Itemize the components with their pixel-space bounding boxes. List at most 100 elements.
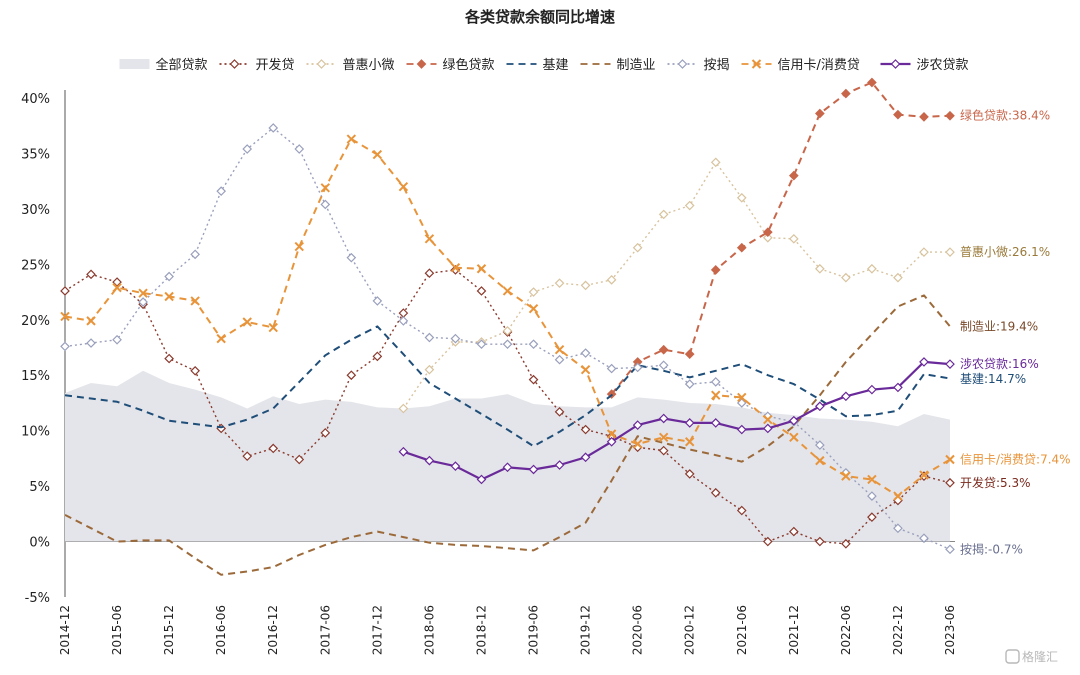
data-point bbox=[138, 297, 148, 307]
data-point bbox=[658, 413, 669, 424]
legend-marker bbox=[416, 59, 427, 69]
x-tick-label: 2017-12 bbox=[370, 605, 384, 655]
x-tick-label: 2015-06 bbox=[110, 605, 124, 655]
data-point bbox=[190, 249, 200, 260]
data-point bbox=[242, 451, 253, 462]
data-point bbox=[112, 334, 122, 345]
data-point bbox=[632, 420, 643, 430]
data-point bbox=[867, 474, 877, 485]
data-point bbox=[268, 443, 279, 454]
x-tick-label: 2020-12 bbox=[683, 605, 697, 655]
data-point bbox=[815, 455, 825, 466]
data-point bbox=[502, 286, 513, 296]
x-marker-stroke bbox=[737, 392, 747, 403]
series-开发贷 bbox=[60, 265, 955, 549]
x-marker-stroke bbox=[893, 491, 903, 501]
data-point bbox=[841, 538, 851, 549]
data-point bbox=[424, 234, 435, 244]
data-point bbox=[502, 326, 513, 336]
data-point bbox=[60, 286, 70, 296]
legend-label: 全部贷款 bbox=[156, 57, 208, 73]
watermark-text: 格隆汇 bbox=[1022, 649, 1058, 664]
legend-label: 按揭 bbox=[704, 58, 730, 73]
data-point bbox=[216, 333, 226, 344]
legend-item-全部贷款: 全部贷款 bbox=[119, 57, 208, 73]
data-point bbox=[606, 363, 617, 374]
x-axis: 2014-12 2015-06 2015-12 2016-06 2016-12 2017-… bbox=[58, 605, 957, 655]
data-point bbox=[632, 362, 643, 373]
series-line bbox=[403, 360, 951, 481]
data-point bbox=[554, 406, 565, 417]
data-point bbox=[736, 192, 747, 203]
data-point bbox=[606, 275, 617, 285]
x-marker-stroke bbox=[606, 429, 617, 439]
data-point bbox=[867, 263, 877, 274]
x-marker-stroke bbox=[138, 288, 148, 298]
x-marker-stroke bbox=[789, 432, 799, 443]
data-point bbox=[320, 199, 331, 210]
data-point bbox=[815, 440, 825, 450]
data-point bbox=[190, 296, 200, 306]
data-point bbox=[815, 401, 825, 412]
x-tick-label: 2016-06 bbox=[214, 605, 228, 655]
data-point bbox=[710, 418, 721, 428]
data-point bbox=[554, 354, 565, 365]
x-marker-stroke bbox=[554, 345, 565, 355]
legend-item-信用卡-消费贷: 信用卡/消费贷 bbox=[741, 58, 860, 73]
data-point bbox=[502, 462, 513, 473]
end-label-开发贷: 开发贷:5.3% bbox=[960, 475, 1031, 490]
data-point bbox=[788, 170, 799, 181]
data-point bbox=[346, 134, 357, 144]
data-point bbox=[60, 341, 70, 352]
data-point bbox=[919, 247, 929, 257]
chart-title: 各类贷款余额同比增速 bbox=[464, 8, 615, 26]
x-tick-label: 2021-06 bbox=[735, 605, 749, 655]
data-point bbox=[919, 112, 929, 122]
data-point bbox=[86, 316, 96, 326]
data-point bbox=[788, 233, 799, 244]
data-point bbox=[580, 364, 591, 375]
data-point bbox=[763, 414, 773, 425]
data-point bbox=[580, 280, 591, 291]
data-point bbox=[815, 263, 825, 274]
data-point bbox=[919, 357, 929, 367]
legend-marker bbox=[316, 59, 327, 69]
data-point bbox=[502, 339, 513, 350]
x-marker-stroke bbox=[841, 471, 851, 481]
data-point bbox=[788, 526, 799, 537]
x-marker-stroke bbox=[528, 303, 539, 314]
data-point bbox=[86, 338, 96, 348]
data-point bbox=[893, 491, 903, 501]
x-marker-stroke bbox=[268, 322, 278, 333]
x-marker-stroke bbox=[242, 317, 252, 327]
data-point bbox=[424, 364, 435, 375]
data-point bbox=[736, 398, 747, 408]
data-point bbox=[684, 437, 695, 447]
data-point bbox=[398, 403, 409, 414]
data-point bbox=[658, 344, 669, 355]
data-point bbox=[841, 471, 851, 481]
x-tick-label: 2019-12 bbox=[579, 605, 593, 655]
data-point bbox=[658, 360, 669, 371]
x-tick-label: 2019-06 bbox=[527, 605, 541, 655]
data-point bbox=[424, 455, 435, 466]
x-marker-stroke bbox=[580, 364, 591, 375]
data-point bbox=[242, 144, 253, 154]
y-axis: 40% 35% 30% 25% 20% 15% 10% 5% 0% -5% bbox=[21, 90, 66, 606]
data-point bbox=[580, 424, 591, 435]
data-point bbox=[528, 374, 539, 385]
data-point bbox=[867, 491, 877, 501]
x-tick-label: 2021-12 bbox=[787, 605, 801, 655]
watermark-logo-icon bbox=[1005, 649, 1020, 664]
data-point bbox=[294, 454, 305, 465]
data-point bbox=[528, 339, 539, 350]
legend-item-按揭: 按揭 bbox=[667, 58, 730, 73]
watermark: 格隆汇 bbox=[1005, 649, 1058, 664]
data-point bbox=[164, 271, 174, 282]
legend-label: 基建 bbox=[543, 58, 569, 73]
data-point bbox=[346, 370, 357, 381]
x-tick-label: 2014-12 bbox=[58, 605, 72, 655]
data-point bbox=[762, 423, 773, 434]
x-marker-stroke bbox=[751, 59, 762, 69]
data-point bbox=[398, 182, 409, 192]
